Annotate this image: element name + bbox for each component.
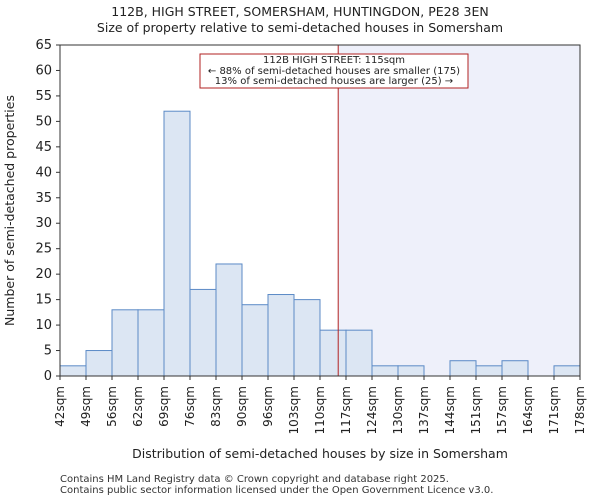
larger-region-shade [338,45,580,376]
y-tick-label: 0 [44,369,52,384]
x-tick-label: 130sqm [391,386,405,434]
histogram-bar [189,288,217,377]
y-tick-label: 45 [35,140,52,155]
x-tick-label: 62sqm [131,386,145,427]
chart-title-subtitle: Size of property relative to semi-detach… [96,20,504,35]
x-tick-label: 103sqm [287,386,301,434]
y-tick-label: 40 [35,165,52,180]
x-tick-label: 124sqm [365,386,379,434]
histogram-bar [85,350,113,377]
y-tick-label: 35 [35,191,52,206]
histogram-bar [215,263,243,377]
annotation-line-1: 112B HIGH STREET: 115sqm [263,55,405,66]
y-tick-label: 5 [44,344,52,359]
x-tick-label: 69sqm [157,386,171,427]
annotation-box [199,53,469,89]
x-tick-label: 110sqm [313,386,327,434]
y-tick-label: 20 [35,267,52,282]
x-tick-label: 96sqm [261,386,275,427]
annotation-line-2: ← 88% of semi-detached houses are smalle… [208,66,460,77]
footer-licence: Contains public sector information licen… [60,485,494,496]
x-tick-label: 144sqm [443,386,457,434]
annotation-line-3: 13% of semi-detached houses are larger (… [215,76,453,87]
y-tick-label: 55 [35,89,52,104]
histogram-bar [371,365,399,377]
x-tick-label: 49sqm [79,386,93,427]
footer-copyright: Contains HM Land Registry data © Crown c… [60,474,449,485]
histogram-bar [397,365,425,377]
x-tick-label: 42sqm [53,386,67,427]
histogram-bar [241,304,269,377]
x-tick-label: 178sqm [573,386,587,434]
histogram-bar [475,365,503,377]
histogram-bar [345,329,373,377]
y-tick-label: 25 [35,242,52,257]
x-tick-label: 157sqm [495,386,509,434]
histogram-bar [111,309,139,377]
histogram-bar [59,365,87,377]
x-tick-label: 151sqm [469,386,483,434]
x-tick-label: 83sqm [209,386,223,427]
x-tick-label: 117sqm [339,386,353,434]
x-tick-label: 56sqm [105,386,119,427]
y-tick-label: 65 [35,38,52,53]
x-axis-label: Distribution of semi-detached houses by … [132,446,508,461]
chart-title-address: 112B, HIGH STREET, SOMERSHAM, HUNTINGDON… [111,4,489,19]
y-axis-label: Number of semi-detached properties [2,95,17,326]
y-tick-label: 15 [35,293,52,308]
y-tick-label: 30 [35,216,52,231]
histogram-bar [293,299,321,377]
histogram-bar [267,294,295,377]
histogram-bar [137,309,165,377]
x-tick-label: 171sqm [547,386,561,434]
histogram-bar [449,360,477,377]
x-tick-label: 137sqm [417,386,431,434]
y-tick-label: 10 [35,318,52,333]
histogram-bar [163,110,191,377]
histogram-bar [553,365,581,377]
x-tick-label: 76sqm [183,386,197,427]
y-tick-label: 50 [35,114,52,129]
x-tick-label: 164sqm [521,386,535,434]
x-tick-label: 90sqm [235,386,249,427]
histogram-bar [501,360,529,377]
histogram-bar [319,329,347,377]
y-tick-label: 60 [35,63,52,78]
